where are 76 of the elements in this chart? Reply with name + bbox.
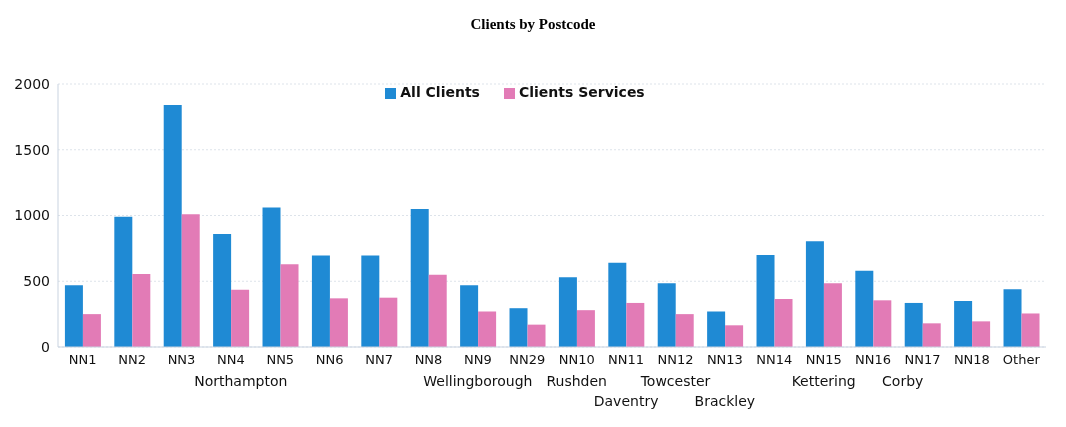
x-tick-label: NN7 — [365, 352, 393, 368]
text: Northampton — [194, 373, 288, 389]
bar — [361, 255, 380, 347]
bar — [311, 255, 330, 347]
text: Corby — [882, 373, 924, 389]
bar — [954, 300, 973, 347]
x-tick-label: NN3 — [167, 352, 196, 368]
legend-label: Clients Services — [518, 84, 645, 100]
x-tick-label: NN2 — [118, 352, 146, 368]
legend-label: All Clients — [400, 84, 480, 100]
y-tick-label: 1500 — [14, 141, 50, 158]
x-tick-label: NN18 — [953, 352, 990, 368]
x-tick-label: NN4 — [217, 352, 245, 368]
x-tick-label: NN16 — [855, 352, 892, 368]
bar — [558, 277, 577, 347]
text: Kettering — [791, 373, 856, 389]
bar — [725, 325, 744, 347]
bar — [163, 105, 182, 347]
x-tick-label: NN29 — [509, 352, 546, 368]
bar — [478, 311, 497, 347]
bar — [626, 302, 645, 347]
text: Brackley — [694, 393, 756, 409]
y-tick-label: 0 — [41, 338, 50, 355]
bar — [904, 302, 923, 347]
x-tick-label: NN13 — [706, 352, 743, 368]
y-tick-label: 2000 — [14, 75, 50, 92]
x-tick-label: NN6 — [315, 352, 344, 368]
bar — [922, 323, 941, 347]
bar — [213, 233, 232, 347]
bar — [657, 283, 676, 347]
bar — [873, 300, 892, 347]
x-tick-label: NN8 — [414, 352, 443, 368]
bar — [855, 270, 874, 347]
bar — [774, 299, 793, 347]
text: Rushden — [546, 373, 607, 389]
bar — [114, 216, 133, 347]
y-tick-label: 1000 — [14, 207, 50, 224]
bar — [262, 207, 281, 347]
bar — [805, 241, 824, 347]
text: Wellingborough — [423, 373, 533, 389]
bar — [231, 289, 250, 347]
bar — [972, 321, 991, 347]
bar — [329, 298, 348, 347]
bar — [576, 310, 595, 347]
x-tick-label: NN1 — [68, 352, 97, 368]
x-tick-label: NN10 — [558, 352, 595, 368]
bar — [823, 283, 842, 347]
text: Towcester — [640, 373, 711, 389]
bar — [82, 314, 101, 347]
bar — [1021, 313, 1040, 347]
bar — [410, 208, 429, 347]
x-tick-label: NN9 — [464, 352, 492, 368]
bar — [608, 262, 627, 347]
bar — [707, 311, 726, 347]
bar — [428, 274, 447, 347]
bar — [756, 254, 775, 347]
x-tick-label: Other — [1002, 352, 1041, 368]
x-tick-label: NN12 — [657, 352, 694, 368]
bar — [460, 285, 479, 347]
bar — [64, 285, 83, 347]
x-tick-label: NN15 — [805, 352, 842, 368]
chart-title: Clients by Postcode — [469, 16, 597, 33]
bar — [527, 324, 546, 347]
text: Daventry — [593, 393, 659, 409]
bar — [280, 264, 299, 347]
bar — [509, 308, 528, 347]
bar — [675, 314, 694, 347]
x-tick-label: NN17 — [904, 352, 941, 368]
x-tick-label: NN14 — [756, 352, 793, 368]
bar — [379, 297, 398, 347]
x-tick-label: NN5 — [266, 352, 295, 368]
bar — [132, 274, 151, 347]
y-tick-label: 500 — [23, 273, 50, 290]
bar — [181, 214, 200, 347]
bar — [1003, 289, 1022, 347]
x-tick-label: NN11 — [608, 352, 645, 368]
